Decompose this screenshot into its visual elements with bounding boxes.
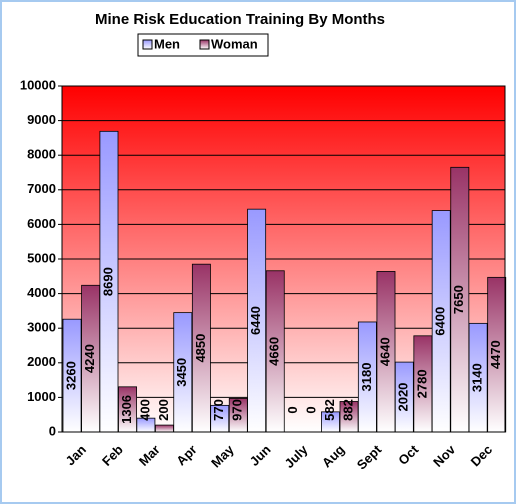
y-tick-label: 3000 [27, 320, 56, 335]
value-label: 7650 [451, 285, 466, 314]
y-tick-label: 1000 [27, 389, 56, 404]
y-tick-label: 7000 [27, 181, 56, 196]
y-tick-label: 6000 [27, 216, 56, 231]
value-label: 4640 [377, 337, 392, 366]
value-label: 770 [211, 399, 226, 421]
y-tick-label: 5000 [27, 250, 56, 265]
value-label: 3450 [174, 358, 189, 387]
value-label: 6400 [433, 307, 448, 336]
value-label: 4850 [193, 334, 208, 363]
value-label: 200 [156, 399, 171, 421]
value-label: 3260 [63, 361, 78, 390]
value-label: 3180 [359, 363, 374, 392]
value-label: 2020 [396, 383, 411, 412]
value-label: 970 [230, 399, 245, 421]
value-label: 4660 [267, 337, 282, 366]
legend-swatch [142, 39, 153, 50]
y-tick-label: 2000 [27, 354, 56, 369]
value-label: 582 [322, 399, 337, 421]
value-label: 2780 [414, 369, 429, 398]
legend-swatch [199, 39, 210, 50]
value-label: 4240 [82, 344, 97, 373]
chart-title: Mine Risk Education Training By Months [95, 11, 385, 28]
value-label: 6440 [248, 306, 263, 335]
value-label: 3140 [470, 363, 485, 392]
value-label: 0 [285, 406, 300, 413]
legend-label: Woman [211, 36, 258, 51]
value-label: 882 [340, 399, 355, 421]
y-tick-label: 8000 [27, 147, 56, 162]
value-label: 4470 [488, 340, 503, 369]
y-tick-label: 10000 [20, 77, 56, 92]
y-tick-label: 4000 [27, 285, 56, 300]
value-label: 8690 [100, 267, 115, 296]
legend-label: Men [154, 36, 180, 51]
y-tick-label: 9000 [27, 112, 56, 127]
y-tick-label: 0 [49, 423, 56, 438]
value-label: 0 [304, 406, 319, 413]
bar [155, 424, 174, 433]
value-label: 1306 [119, 395, 134, 424]
value-label: 400 [137, 399, 152, 421]
